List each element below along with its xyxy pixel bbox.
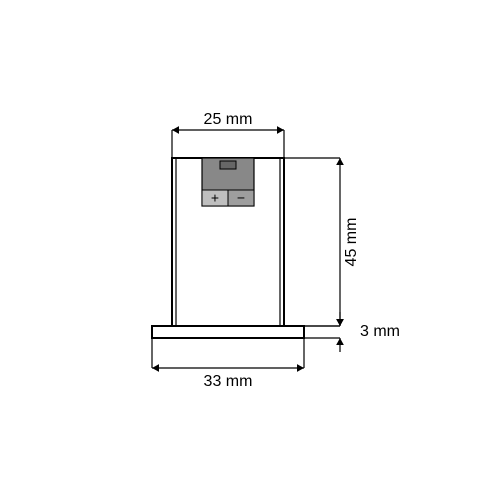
dim-flange-label: 3 mm [360, 323, 400, 340]
arrowhead [152, 364, 159, 372]
dim-bottom-label: 33 mm [204, 373, 253, 390]
arrowhead [336, 338, 344, 345]
flange [152, 326, 304, 338]
connector-slot [220, 161, 236, 169]
arrowhead [277, 126, 284, 134]
arrowhead [336, 158, 344, 165]
dim-height-label: 45 mm [343, 218, 360, 267]
terminal-plus-label: + [211, 190, 219, 206]
arrowhead [336, 319, 344, 326]
arrowhead [297, 364, 304, 372]
arrowhead [172, 126, 179, 134]
terminal-minus-label: − [237, 190, 245, 206]
dim-top-label: 25 mm [204, 111, 253, 128]
